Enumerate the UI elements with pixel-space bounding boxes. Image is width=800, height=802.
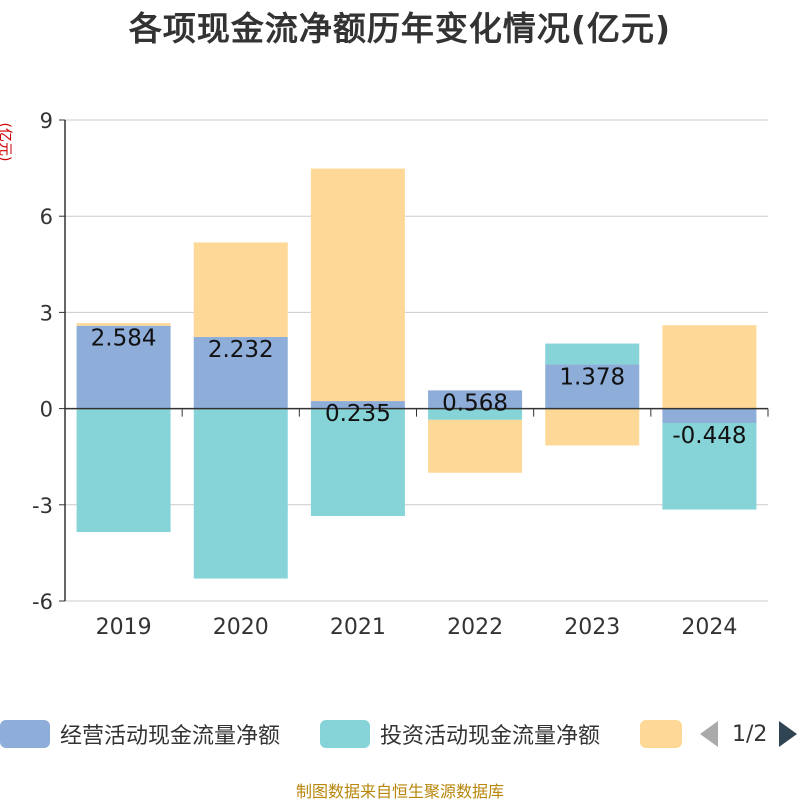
bar-operating-2019 — [76, 325, 171, 409]
legend-page-indicator: 1/2 — [732, 721, 768, 747]
source-footer: 制图数据来自恒生聚源数据库 — [295, 782, 504, 801]
bar-financing-2019 — [76, 323, 171, 326]
bar-financing-2023 — [545, 408, 640, 446]
x-tick-label-2020: 2020 — [213, 615, 269, 640]
y-tick-label: 0 — [40, 398, 53, 422]
data-label-operating-2022: 0.568 — [442, 390, 508, 416]
bar-operating-2020 — [193, 337, 288, 409]
legend-swatch-investing — [320, 720, 370, 748]
x-tick-label-2024: 2024 — [681, 615, 737, 640]
bar-investing-2023 — [545, 343, 640, 365]
legend-next-page-icon[interactable] — [779, 721, 798, 747]
legend-swatch-operating — [0, 720, 50, 748]
y-tick-label: -3 — [32, 494, 53, 518]
bar-operating-2024 — [662, 408, 757, 423]
chart-title: 各项现金流净额历年变化情况(亿元) — [128, 9, 672, 48]
data-label-operating-2020: 2.232 — [208, 337, 274, 363]
bar-operating-2021 — [310, 401, 405, 409]
legend-label-operating: 经营活动现金流量净额 — [60, 724, 281, 749]
y-tick-label: 3 — [40, 301, 53, 325]
legend-item-investing[interactable]: 投资活动现金流量净额 — [320, 716, 600, 752]
data-labels: 2.584 2.232 0.235 0.568 1.378 -0.448 — [91, 326, 747, 449]
bar-financing-2021 — [310, 168, 405, 402]
bar-investing-2022 — [428, 408, 523, 420]
bar-financing-2024 — [662, 325, 757, 409]
bar-financing-2022 — [428, 419, 523, 473]
bar-operating-2022 — [428, 390, 523, 409]
legend-swatch-financing — [640, 720, 682, 748]
y-tick-label: 9 — [40, 109, 53, 133]
axes: -6 -3 0 3 6 9 2019 2020 2021 2022 2023 2024 — [32, 109, 769, 640]
bar-investing-2021 — [310, 408, 405, 517]
x-tick-label-2023: 2023 — [564, 615, 620, 640]
legend-item-operating[interactable]: 经营活动现金流量净额 — [0, 716, 280, 752]
bar-investing-2019 — [76, 408, 171, 533]
data-label-operating-2019: 2.584 — [91, 326, 157, 352]
x-tick-label-2021: 2021 — [330, 615, 386, 640]
x-tick-label-2019: 2019 — [96, 615, 152, 640]
data-label-operating-2021: 0.235 — [325, 401, 391, 427]
bar-financing-2020 — [193, 242, 288, 338]
bar-operating-2023 — [545, 364, 640, 409]
bars — [76, 168, 757, 579]
data-label-operating-2023: 1.378 — [559, 364, 625, 390]
bar-investing-2024 — [662, 422, 757, 510]
x-tick-label-2022: 2022 — [447, 615, 503, 640]
legend-pager: 1/2 — [700, 716, 798, 752]
bar-investing-2020 — [193, 408, 288, 579]
legend-label-investing: 投资活动现金流量净额 — [380, 724, 601, 749]
y-tick-label: 6 — [40, 205, 53, 229]
data-label-operating-2024: -0.448 — [672, 423, 746, 449]
legend: 经营活动现金流量净额 投资活动现金流量净额 1/2 — [0, 716, 800, 756]
legend-item-financing[interactable] — [640, 716, 692, 752]
y-tick-label: -6 — [32, 590, 53, 614]
legend-prev-page-icon[interactable] — [700, 721, 718, 747]
